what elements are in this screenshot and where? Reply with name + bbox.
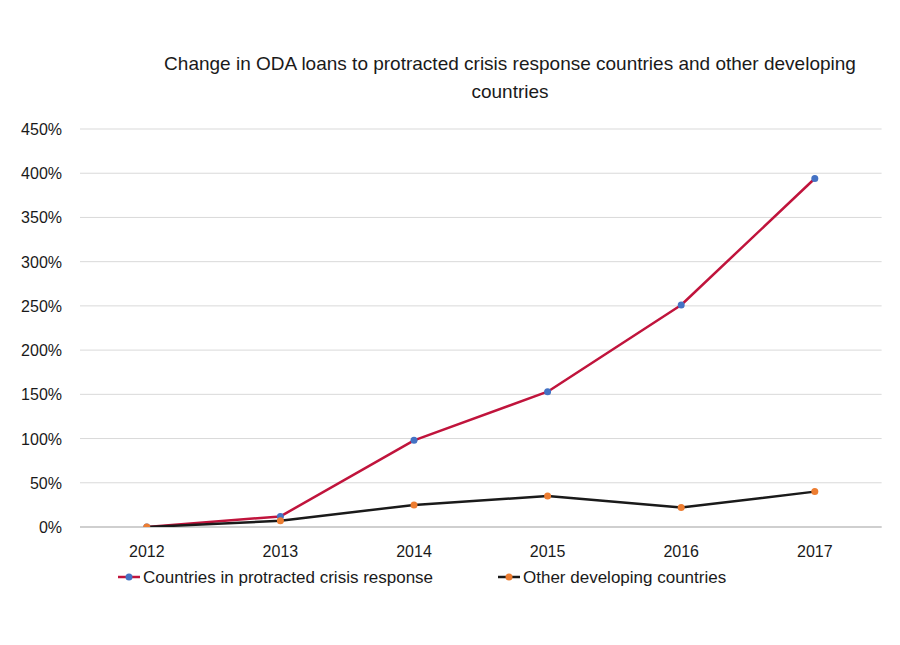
grid-line — [80, 305, 882, 306]
x-tick-label: 2016 — [663, 543, 699, 560]
chart-title-line: countries — [471, 81, 548, 102]
x-tick-label: 2012 — [129, 543, 165, 560]
y-tick-label: 50% — [30, 475, 62, 492]
legend-label: Countries in protracted crisis response — [143, 568, 433, 587]
grid-line — [80, 350, 882, 351]
series-marker — [544, 388, 551, 395]
x-axis-line — [80, 527, 882, 528]
series-line — [147, 492, 815, 527]
grid-line — [80, 217, 882, 218]
y-tick-label: 100% — [21, 431, 62, 448]
series-marker — [811, 175, 818, 182]
series-marker — [678, 504, 685, 511]
grid — [80, 129, 882, 527]
series-marker — [411, 437, 418, 444]
grid-line — [80, 438, 882, 439]
legend-label: Other developing countries — [523, 568, 726, 587]
chart-title-line: Change in ODA loans to protracted crisis… — [164, 53, 856, 74]
plot-data — [143, 175, 818, 527]
chart-svg: Change in ODA loans to protracted crisis… — [0, 0, 900, 645]
series-marker — [411, 501, 418, 508]
x-tick-label: 2015 — [530, 543, 566, 560]
grid-line — [80, 527, 882, 528]
x-axis: 2012 2013 2014 2015 2016 2017 — [129, 543, 833, 560]
series-marker — [143, 524, 150, 528]
grid-line — [80, 482, 882, 483]
background — [0, 0, 900, 645]
series-marker — [811, 488, 818, 495]
y-tick-label: 200% — [21, 342, 62, 359]
grid-line — [80, 394, 882, 395]
legend-marker — [126, 574, 133, 581]
legend: Countries in protracted crisis response O… — [118, 568, 726, 587]
y-tick-label: 400% — [21, 165, 62, 182]
x-tick-label: 2014 — [396, 543, 432, 560]
y-axis: 0% 50% 100% 150% 200% 250% 300% 350% 400% 450% — [21, 121, 62, 536]
y-tick-label: 350% — [21, 209, 62, 226]
series-line — [147, 179, 815, 527]
y-tick-label: 0% — [39, 519, 62, 536]
legend-marker — [506, 574, 513, 581]
x-tick-label: 2013 — [263, 543, 299, 560]
grid-line — [80, 129, 882, 130]
y-tick-label: 450% — [21, 121, 62, 138]
series-marker — [143, 524, 150, 528]
series-marker — [544, 493, 551, 500]
chart-title: Change in ODA loans to protracted crisis… — [164, 53, 856, 102]
grid-line — [80, 261, 882, 262]
x-tick-label: 2017 — [797, 543, 833, 560]
chart-container: Change in ODA loans to protracted crisis… — [0, 0, 900, 645]
y-tick-label: 250% — [21, 298, 62, 315]
series-marker — [277, 517, 284, 524]
y-tick-label: 300% — [21, 254, 62, 271]
y-tick-label: 150% — [21, 386, 62, 403]
series-marker — [678, 302, 685, 309]
grid-line — [80, 173, 882, 174]
